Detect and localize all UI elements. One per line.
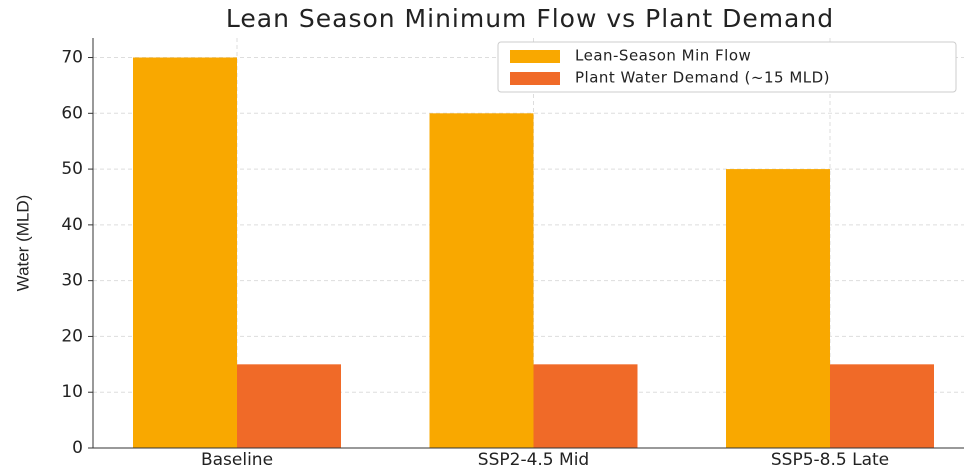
bar [429,113,534,448]
legend-box [497,41,957,93]
y-tick-label: 10 [61,382,83,402]
y-tick-label: 0 [72,438,83,458]
y-tick-label: 30 [61,271,83,291]
bar [830,364,934,448]
legend-label: Lean-Season Min Flow [575,47,751,65]
x-tick-label: SSP5-8.5 Late [771,450,889,468]
y-tick-label: 60 [61,103,83,123]
legend-label: Plant Water Demand (~15 MLD) [575,69,830,87]
bar [133,57,237,449]
legend-swatch [510,50,560,63]
y-tick-label: 20 [61,326,83,346]
x-tick-label: SSP2-4.5 Mid [478,450,589,468]
legend-swatch [510,72,560,85]
y-tick-label: 40 [61,215,83,235]
bar [533,364,638,448]
y-tick-label: 70 [61,48,83,68]
y-axis-label: Water (MLD) [13,195,32,292]
chart-title: Lean Season Minimum Flow vs Plant Demand [226,4,834,33]
y-tick-label: 50 [61,159,83,179]
bar [726,169,830,448]
x-tick-label: Baseline [201,450,273,468]
bar [237,364,341,448]
